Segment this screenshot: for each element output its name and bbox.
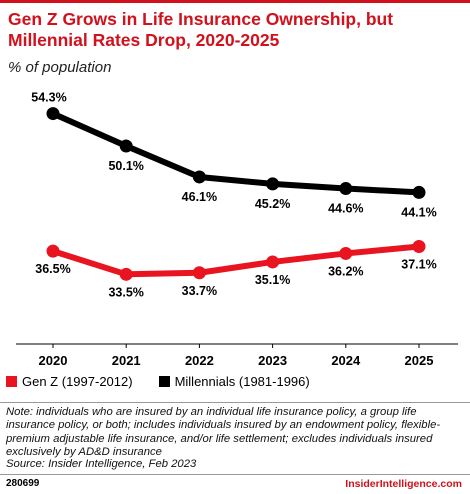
- chart-subtitle: % of population: [8, 59, 112, 76]
- footer-divider: [0, 474, 470, 475]
- chart-source: Source: Insider Intelligence, Feb 2023: [6, 458, 197, 470]
- legend-label-millennials: Millennials (1981-1996): [174, 374, 310, 389]
- chart-title: Gen Z Grows in Life Insurance Ownership,…: [8, 9, 394, 50]
- data-label-millennials: 50.1%: [108, 159, 143, 173]
- legend-swatch-millennials: [158, 376, 170, 387]
- legend-item-millennials: Millennials (1981-1996): [158, 374, 310, 389]
- line-chart: 2020 2021 2022 2023 2024 2025 36.5% 33.5% 33.7% 3…: [16, 91, 458, 368]
- data-label-millennials: 46.1%: [182, 190, 217, 204]
- x-tick-label: 2020: [39, 353, 68, 368]
- data-point-millennials: [266, 177, 280, 191]
- legend-label-genz: Gen Z (1997-2012): [22, 374, 133, 389]
- data-point-millennials: [412, 185, 426, 199]
- note-divider: [0, 402, 470, 403]
- x-tick-label: 2021: [112, 353, 141, 368]
- data-label-genz: 36.2%: [328, 264, 363, 278]
- series-line-genz: [50, 243, 422, 278]
- x-tick-label: 2025: [405, 353, 434, 368]
- data-label-millennials: 44.6%: [328, 202, 363, 216]
- data-label-millennials: 45.2%: [255, 197, 290, 211]
- data-label-genz: 36.5%: [35, 262, 70, 276]
- series-line-millennials: [50, 110, 422, 196]
- data-label-genz: 37.1%: [401, 258, 436, 272]
- data-point-millennials: [119, 139, 133, 153]
- x-tick-label: 2023: [258, 353, 287, 368]
- x-tick-label: 2024: [331, 353, 361, 368]
- chart-id: 280699: [6, 478, 40, 489]
- data-point-millennials: [339, 182, 353, 196]
- data-point-millennials: [46, 107, 60, 121]
- x-tick-label: 2022: [185, 353, 214, 368]
- data-point-genz: [412, 240, 426, 253]
- data-label-genz: 33.7%: [182, 284, 217, 298]
- legend-swatch-genz: [6, 376, 17, 387]
- data-point-genz: [192, 266, 206, 280]
- brand-link[interactable]: InsiderIntelligence.com: [345, 478, 462, 490]
- data-point-genz: [119, 267, 133, 281]
- chart-legend: Gen Z (1997-2012) Millennials (1981-1996…: [6, 374, 310, 389]
- data-label-genz: 35.1%: [255, 273, 290, 287]
- data-point-genz: [46, 244, 60, 258]
- top-accent-rule: [0, 0, 470, 3]
- chart-note: Note: individuals who are insured by an …: [6, 406, 441, 458]
- data-label-millennials: 54.3%: [31, 91, 66, 105]
- data-label-genz: 33.5%: [108, 285, 143, 299]
- legend-item-genz: Gen Z (1997-2012): [6, 374, 133, 389]
- data-label-millennials: 44.1%: [401, 205, 436, 219]
- data-point-millennials: [192, 170, 206, 184]
- data-point-genz: [339, 246, 353, 260]
- data-point-genz: [266, 255, 280, 269]
